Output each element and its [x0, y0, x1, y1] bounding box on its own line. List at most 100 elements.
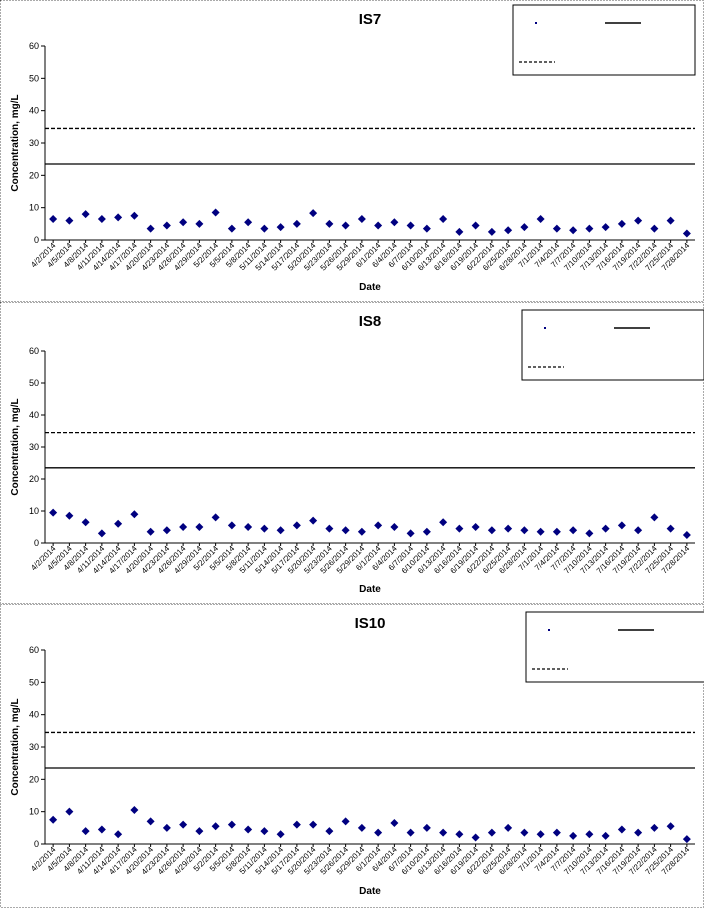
data-point: [390, 819, 398, 827]
data-point: [585, 529, 593, 537]
data-point: [634, 829, 642, 837]
y-tick-label: 10: [29, 203, 39, 213]
data-point: [293, 821, 301, 829]
data-point: [553, 829, 561, 837]
data-point: [163, 526, 171, 534]
chart-title: IS7: [359, 11, 382, 28]
data-point: [618, 220, 626, 228]
x-axis-title: Date: [359, 584, 381, 595]
y-tick-label: 0: [34, 538, 39, 548]
data-point: [374, 221, 382, 229]
data-point: [195, 523, 203, 531]
data-point: [407, 221, 415, 229]
data-point: [439, 518, 447, 526]
data-point: [488, 526, 496, 534]
y-tick-label: 0: [34, 235, 39, 245]
data-point: [163, 221, 171, 229]
data-point: [293, 521, 301, 529]
y-tick-label: 10: [29, 807, 39, 817]
y-tick-label: 40: [29, 710, 39, 720]
legend-marker: [548, 629, 550, 631]
y-tick-label: 50: [29, 378, 39, 388]
data-point: [342, 221, 350, 229]
data-point: [65, 808, 73, 816]
data-point: [309, 517, 317, 525]
chart-title: IS8: [359, 313, 382, 330]
data-point: [325, 525, 333, 533]
data-point: [650, 824, 658, 832]
data-point: [407, 829, 415, 837]
data-point: [472, 221, 480, 229]
data-point: [520, 526, 528, 534]
data-point: [634, 217, 642, 225]
data-point: [488, 829, 496, 837]
data-point: [423, 225, 431, 233]
data-point: [342, 817, 350, 825]
data-point: [49, 215, 57, 223]
data-point: [504, 824, 512, 832]
data-point: [260, 225, 268, 233]
data-point: [504, 525, 512, 533]
data-point: [65, 217, 73, 225]
data-point: [683, 531, 691, 539]
legend-marker: [544, 327, 546, 329]
data-point: [147, 528, 155, 536]
data-point: [179, 523, 187, 531]
data-point: [98, 215, 106, 223]
data-point: [569, 526, 577, 534]
data-point: [553, 528, 561, 536]
data-point: [455, 525, 463, 533]
data-point: [537, 215, 545, 223]
data-point: [260, 827, 268, 835]
data-point: [683, 230, 691, 238]
data-point: [244, 218, 252, 226]
y-tick-label: 60: [29, 645, 39, 655]
chart-title: IS10: [355, 615, 386, 632]
data-point: [130, 510, 138, 518]
y-tick-label: 40: [29, 410, 39, 420]
data-point: [650, 225, 658, 233]
data-point: [260, 525, 268, 533]
data-point: [130, 806, 138, 814]
data-point: [585, 830, 593, 838]
data-point: [65, 512, 73, 520]
y-axis-title: Concentration, mg/L: [10, 698, 21, 795]
data-point: [309, 821, 317, 829]
y-tick-label: 0: [34, 839, 39, 849]
data-point: [585, 225, 593, 233]
x-axis-title: Date: [359, 282, 381, 293]
data-point: [82, 210, 90, 218]
data-point: [407, 529, 415, 537]
data-point: [228, 521, 236, 529]
data-point: [49, 509, 57, 517]
data-point: [667, 822, 675, 830]
data-point: [212, 513, 220, 521]
data-point: [277, 526, 285, 534]
data-point: [618, 521, 626, 529]
data-point: [423, 824, 431, 832]
data-point: [504, 226, 512, 234]
data-point: [650, 513, 658, 521]
data-point: [228, 225, 236, 233]
data-point: [683, 835, 691, 843]
data-point: [602, 832, 610, 840]
data-point: [163, 824, 171, 832]
data-point: [147, 817, 155, 825]
data-point: [374, 521, 382, 529]
data-point: [147, 225, 155, 233]
data-point: [342, 526, 350, 534]
y-tick-label: 60: [29, 346, 39, 356]
y-tick-label: 30: [29, 742, 39, 752]
data-point: [309, 209, 317, 217]
data-point: [537, 830, 545, 838]
data-point: [244, 523, 252, 531]
data-point: [520, 223, 528, 231]
data-point: [423, 528, 431, 536]
data-point: [212, 822, 220, 830]
y-tick-label: 30: [29, 442, 39, 452]
y-axis-title: Concentration, mg/L: [10, 94, 21, 191]
legend-box: [526, 612, 704, 682]
data-point: [618, 825, 626, 833]
data-point: [439, 829, 447, 837]
